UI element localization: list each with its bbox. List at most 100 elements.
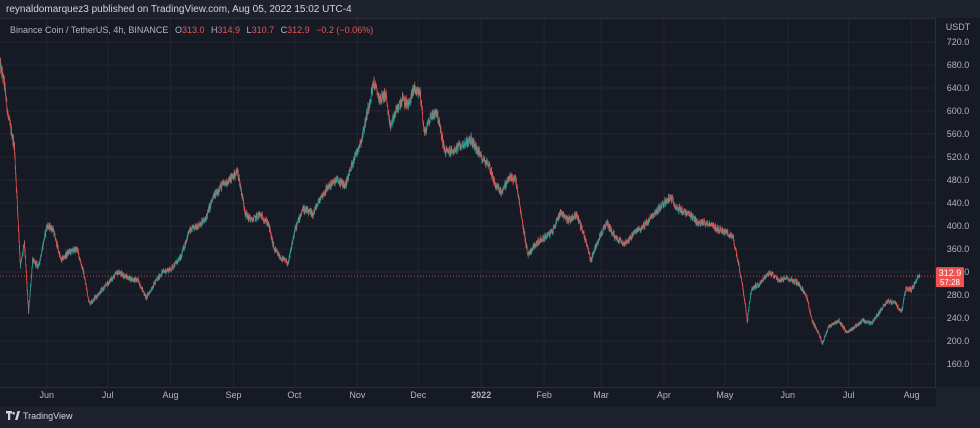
candle-body [548, 232, 550, 233]
candle-body [299, 215, 301, 221]
candle-body [477, 148, 478, 154]
candle-body [660, 203, 662, 207]
candle-body [206, 214, 208, 216]
candle-body [340, 180, 342, 186]
candle-body [662, 202, 664, 206]
candle-body [22, 253, 23, 257]
candle-body [349, 168, 351, 170]
candle-body [233, 173, 235, 177]
candle-body [762, 278, 764, 282]
candle-body [595, 245, 597, 248]
candle-body [482, 160, 484, 161]
candle-body [306, 208, 308, 210]
candle-body [504, 183, 505, 188]
candle-body [644, 227, 645, 228]
candle-body [389, 123, 391, 125]
candle-body [794, 280, 796, 284]
candle-body [549, 230, 551, 236]
candle-body [363, 129, 365, 131]
candle-body [305, 209, 306, 211]
candle-body [287, 263, 289, 265]
candle-body [803, 292, 804, 294]
price-axis[interactable] [936, 18, 980, 387]
candle-body [246, 212, 247, 216]
candle-body [384, 91, 385, 99]
candle-body [508, 178, 510, 179]
candle-body [399, 101, 401, 103]
candle-body [480, 153, 482, 157]
candle-body [217, 189, 219, 194]
candle-body [89, 302, 91, 305]
candle-body [305, 207, 307, 210]
candle-body [631, 233, 633, 239]
candle-body [626, 239, 627, 242]
candle-body [97, 293, 99, 295]
candle-body [552, 227, 554, 233]
candle-body [656, 210, 657, 214]
candle-body [344, 182, 346, 189]
candle-body [232, 175, 233, 177]
candle-body [684, 209, 685, 211]
candle-body [375, 83, 377, 86]
time-axis[interactable] [0, 387, 936, 407]
candle-body [422, 121, 424, 122]
candle-body [75, 247, 77, 252]
candle-body [648, 221, 649, 223]
candle-body [734, 247, 736, 249]
candle-body [703, 223, 704, 225]
candle-body [241, 193, 242, 195]
candle-body [485, 165, 487, 166]
candle-body [740, 277, 742, 279]
candle-body [77, 249, 78, 251]
candle-body [623, 242, 624, 245]
candle-body [791, 280, 793, 281]
candle-body [717, 227, 719, 231]
candle-body [518, 195, 519, 196]
candle-body [291, 247, 292, 250]
candle-body [611, 229, 612, 233]
candle-body [327, 188, 328, 190]
candle-body [321, 194, 322, 197]
candle-body [235, 174, 236, 177]
candle-body [122, 273, 123, 275]
candle-body [188, 232, 190, 233]
candle-body [103, 287, 104, 290]
candle-body [733, 236, 734, 240]
candle-body [825, 332, 827, 335]
candle-body [818, 334, 820, 335]
candle-body [672, 197, 673, 199]
candle-body [468, 142, 469, 146]
candle-body [622, 242, 623, 245]
candle-body [569, 217, 570, 221]
candle-body [749, 300, 751, 303]
candle-body [721, 230, 723, 232]
candle-body [34, 261, 36, 264]
candle-body [218, 190, 220, 192]
candle-body [332, 181, 334, 185]
candle-body [824, 336, 826, 337]
candle-body [813, 324, 815, 327]
candle-body [191, 226, 193, 232]
candle-body [503, 187, 505, 189]
candle-body [321, 194, 323, 198]
candle-body [230, 176, 232, 182]
candle-body [557, 219, 559, 220]
candle-body [436, 109, 437, 114]
candle-body [194, 225, 195, 227]
candle-body [235, 173, 237, 175]
candle-body [158, 276, 159, 280]
candle-body [200, 223, 201, 227]
candle-body [809, 309, 810, 311]
candle-body [295, 228, 297, 229]
candle-body [197, 225, 199, 228]
candle-body [627, 241, 629, 243]
candle-body [574, 213, 576, 215]
candle-body [479, 153, 481, 157]
candle-body [509, 176, 511, 178]
candle-body [214, 191, 216, 193]
candle-body [158, 276, 160, 279]
candle-body [680, 208, 682, 211]
candle-body [29, 300, 30, 303]
candle-body [559, 213, 561, 217]
